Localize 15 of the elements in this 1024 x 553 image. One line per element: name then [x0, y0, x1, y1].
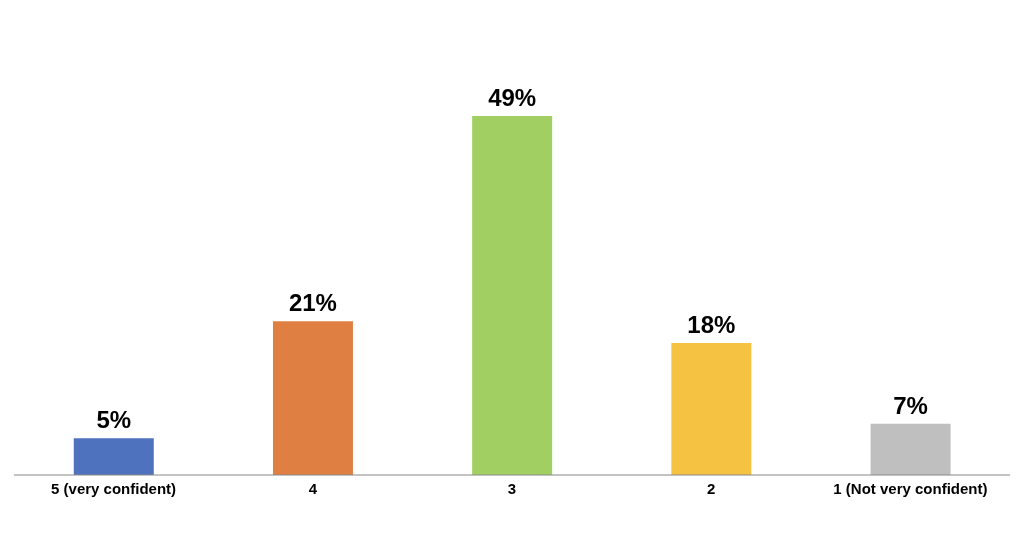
data-label: 21%	[288, 289, 337, 317]
data-label: 5%	[96, 406, 132, 434]
x-tick-label: 2	[707, 479, 716, 497]
data-label: 18%	[687, 311, 736, 339]
x-tick-label: 1 (Not very confident)	[833, 479, 988, 497]
bar	[272, 321, 353, 475]
x-tick-label: 4	[308, 479, 318, 497]
bar	[870, 423, 951, 475]
x-tick-label: 5 (very confident)	[51, 479, 177, 497]
x-tick-label: 3	[507, 479, 517, 497]
bar	[73, 438, 154, 475]
bar	[472, 116, 553, 475]
data-label: 49%	[488, 84, 537, 111]
data-label: 7%	[893, 391, 928, 419]
bar	[671, 343, 752, 475]
